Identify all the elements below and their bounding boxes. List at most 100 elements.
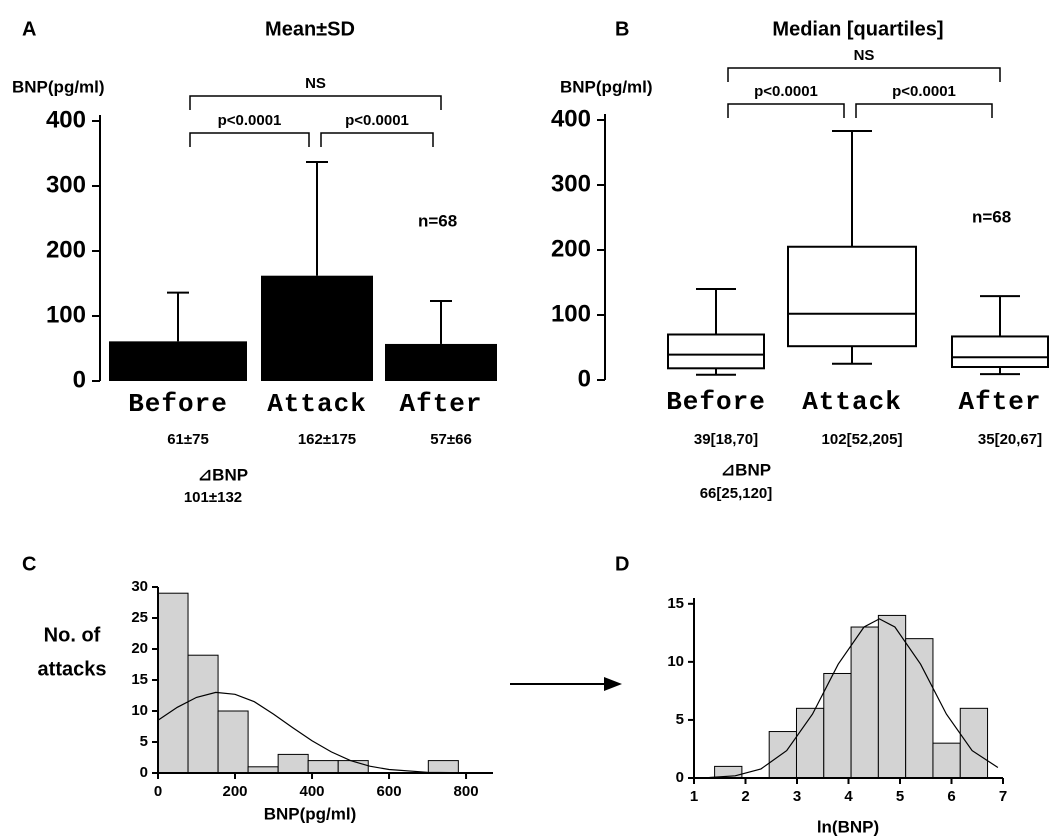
histogram-bar (157, 592, 189, 774)
value-label: 35[20,67] (978, 431, 1042, 448)
y-tick-label: 400 (551, 105, 591, 132)
y-tick-label: 5 (676, 711, 684, 728)
y-tick-label: 5 (140, 733, 148, 750)
x-tick-label: 4 (844, 788, 853, 805)
histogram-bar (959, 707, 989, 779)
y-tick-label: 0 (140, 764, 148, 781)
bar (109, 341, 247, 381)
delta-value: 101±132 (184, 489, 242, 506)
histogram-bar (795, 707, 825, 779)
delta-label: ⊿BNP (721, 460, 771, 479)
y-tick-label: 15 (667, 595, 684, 612)
x-tick-label: Attack (267, 389, 367, 419)
comparison-label: p<0.0001 (754, 83, 818, 100)
x-tick-label: 1 (690, 788, 698, 805)
histogram-bar (877, 614, 907, 779)
y-tick-label: 30 (131, 578, 148, 595)
x-tick-label: Before (666, 387, 766, 417)
y-tick-label: 25 (131, 609, 148, 626)
panel-label: D (615, 553, 629, 575)
value-label: 162±175 (298, 431, 356, 448)
value-label: 61±75 (167, 431, 209, 448)
y-tick-label: 10 (131, 702, 148, 719)
y-tick-label: 100 (46, 301, 86, 328)
x-tick-label: After (958, 387, 1041, 417)
x-tick-label: 7 (999, 788, 1007, 805)
histogram-bar (427, 760, 459, 774)
value-label: 57±66 (430, 431, 472, 448)
y-axis-label: BNP(pg/ml) (560, 77, 653, 96)
x-tick-label: 200 (222, 783, 247, 800)
comparison-bracket (189, 132, 310, 147)
y-tick-label: 200 (551, 235, 591, 262)
comparison-bracket (727, 67, 1001, 82)
delta-label: ⊿BNP (198, 465, 248, 484)
y-tick-label: 300 (46, 171, 86, 198)
fit-curve (709, 618, 999, 779)
y-tick-label: 200 (46, 236, 86, 263)
y-tick-label: 15 (131, 671, 148, 688)
x-tick-label: 2 (741, 788, 749, 805)
histogram-bar (217, 710, 249, 774)
x-tick-label: 800 (454, 783, 479, 800)
comparison-bracket (320, 132, 434, 147)
bar (385, 343, 497, 381)
n-label: n=68 (418, 211, 457, 230)
comparison-label: NS (305, 75, 326, 92)
x-tick-label: Attack (802, 387, 902, 417)
comparison-label: p<0.0001 (218, 112, 282, 129)
x-axis-label: ln(BNP) (817, 817, 879, 836)
y-axis-label: No. of (44, 624, 101, 646)
x-tick-label: 5 (896, 788, 904, 805)
histogram-bar (277, 753, 309, 774)
box (951, 335, 1049, 369)
y-tick-label: 0 (676, 769, 684, 786)
x-tick-label: Before (128, 389, 228, 419)
histogram-bar (337, 760, 369, 774)
y-axis-label: attacks (38, 658, 107, 680)
y-tick-label: 400 (46, 106, 86, 133)
box (787, 245, 917, 348)
value-label: 39[18,70] (694, 431, 758, 448)
chart-title: Mean±SD (265, 18, 355, 40)
histogram-bar (932, 742, 961, 779)
histogram-bar (307, 760, 339, 774)
histogram-bar (905, 638, 934, 779)
y-tick-label: 10 (667, 653, 684, 670)
panel-label: A (22, 18, 36, 40)
x-tick-label: 600 (377, 783, 402, 800)
x-tick-label: 0 (154, 783, 162, 800)
panel-label: C (22, 553, 36, 575)
x-axis-label: BNP(pg/ml) (264, 804, 357, 823)
y-tick-label: 300 (551, 170, 591, 197)
histogram-bar (768, 731, 797, 779)
x-tick-label: After (399, 389, 482, 419)
box (667, 333, 765, 370)
comparison-label: NS (854, 47, 875, 64)
comparison-bracket (855, 103, 993, 118)
comparison-bracket (189, 95, 442, 110)
y-tick-label: 0 (73, 366, 86, 393)
histogram-bar (850, 626, 879, 779)
bar (261, 275, 373, 381)
n-label: n=68 (972, 207, 1011, 226)
histogram-bar (823, 672, 852, 779)
chart-title: Median [quartiles] (772, 18, 943, 40)
y-tick-label: 100 (551, 300, 591, 327)
y-axis-label: BNP(pg/ml) (12, 77, 105, 96)
x-tick-label: 6 (947, 788, 955, 805)
x-tick-label: 3 (793, 788, 801, 805)
comparison-bracket (727, 103, 845, 118)
histogram-bar (187, 654, 219, 774)
panel-label: B (615, 18, 629, 40)
value-label: 102[52,205] (822, 431, 903, 448)
fit-curve (157, 691, 486, 774)
comparison-label: p<0.0001 (345, 112, 409, 129)
x-tick-label: 400 (300, 783, 325, 800)
arrow (510, 677, 622, 691)
y-tick-label: 0 (578, 365, 591, 392)
arrow-head (604, 677, 622, 691)
comparison-label: p<0.0001 (892, 83, 956, 100)
y-tick-label: 20 (131, 640, 148, 657)
